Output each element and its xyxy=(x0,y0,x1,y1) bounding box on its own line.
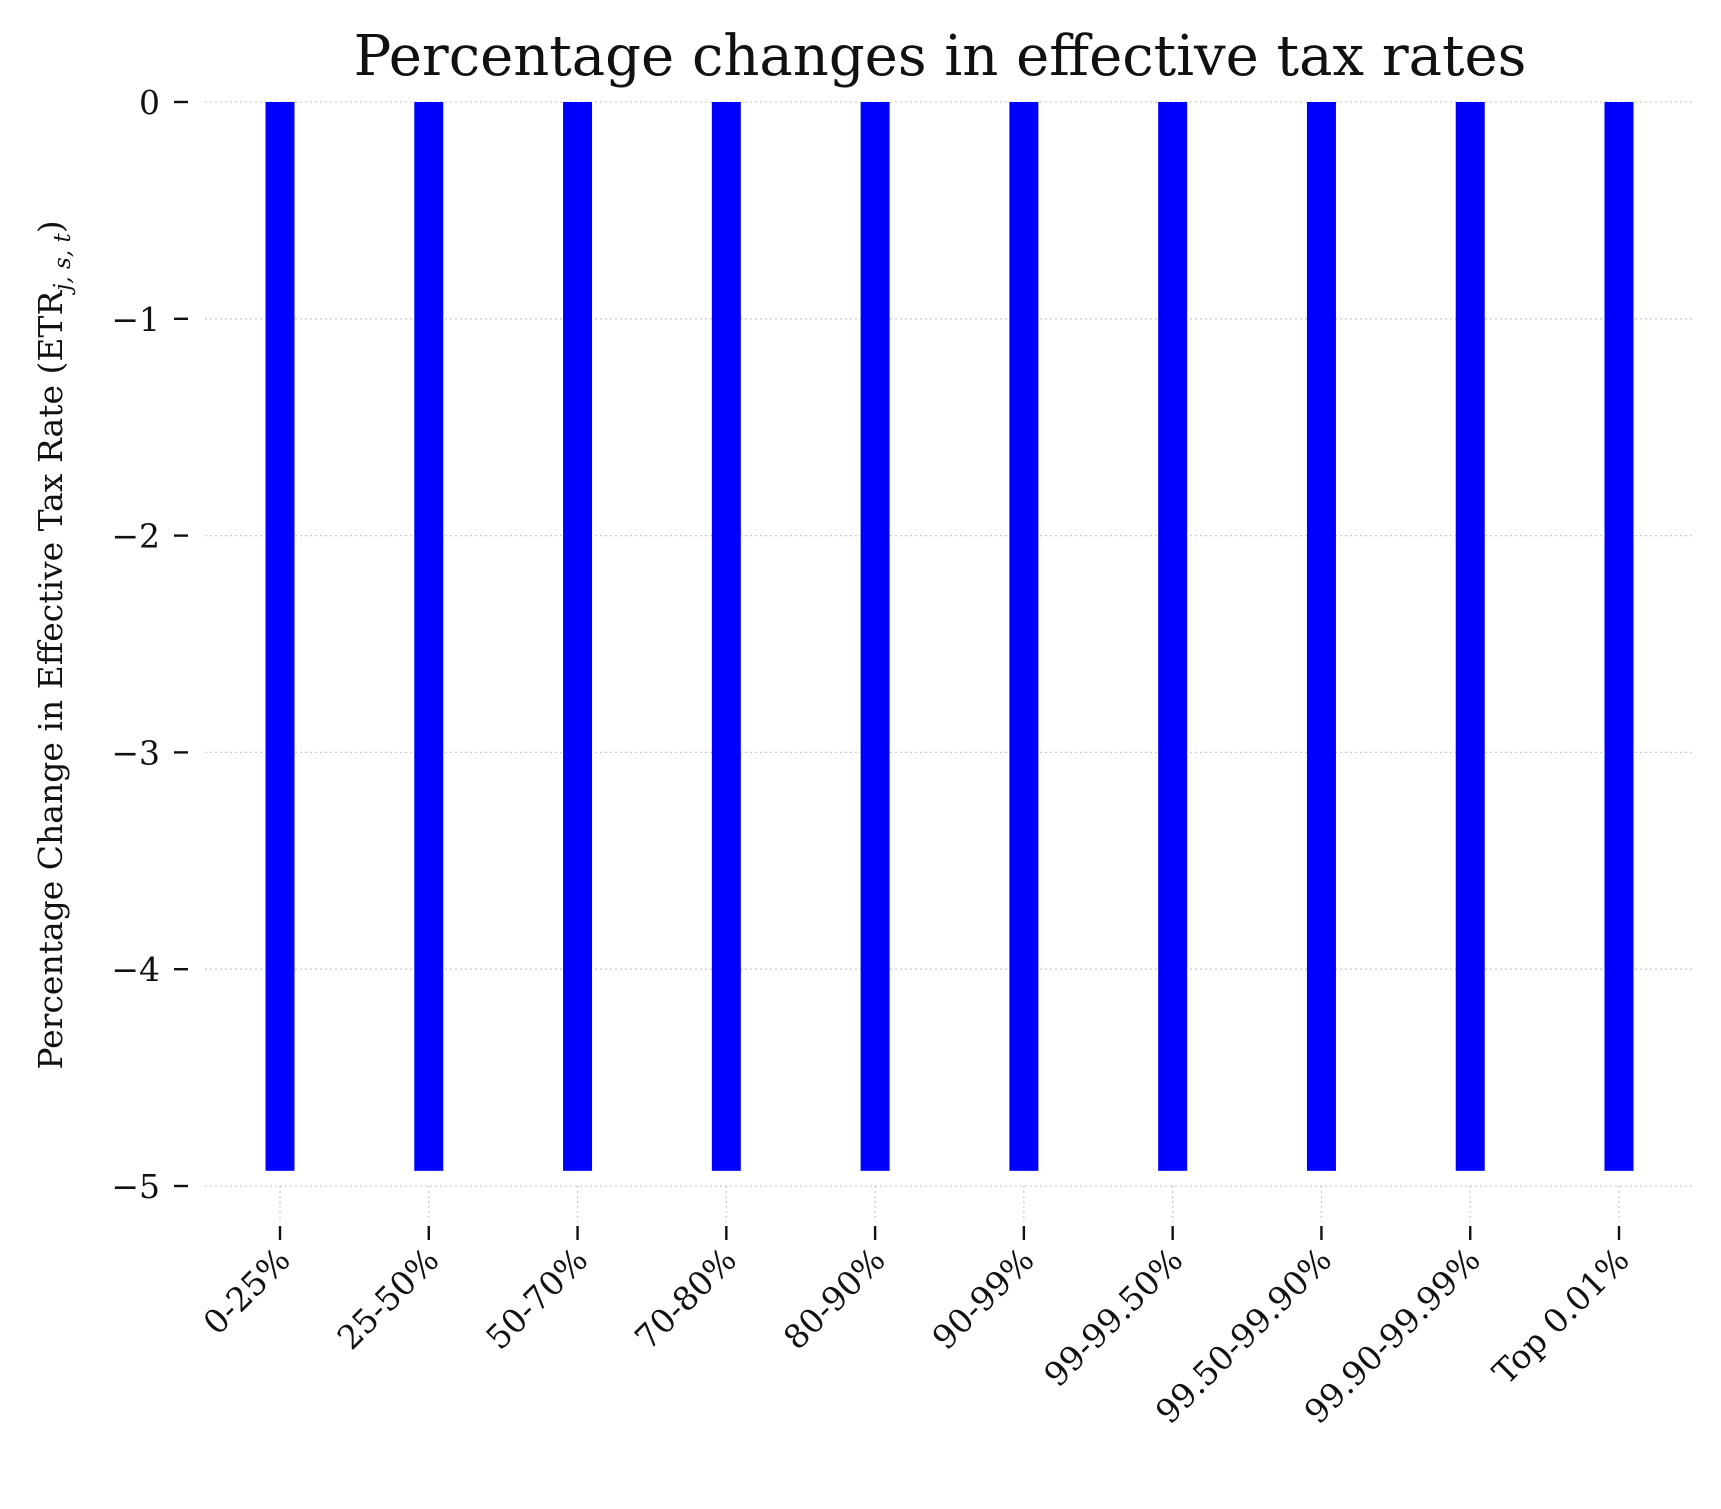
bar xyxy=(860,102,890,1171)
y-tick-label: −3 xyxy=(111,733,160,772)
y-axis: 0 −1 −2 −3 −4 −5 xyxy=(111,83,188,1206)
y-axis-label-main: Percentage Change in Effective Tax Rate … xyxy=(31,290,70,1070)
y-tick-label: −1 xyxy=(111,300,160,339)
x-tick-label: 25-50% xyxy=(329,1240,446,1357)
bar xyxy=(1009,102,1039,1171)
y-tick-label: −5 xyxy=(111,1167,160,1206)
y-axis-label-suffix: ) xyxy=(31,220,70,233)
chart-title: Percentage changes in effective tax rate… xyxy=(354,24,1527,89)
bar xyxy=(265,102,295,1171)
y-tick-label: 0 xyxy=(139,83,160,122)
x-tick-label: 80-90% xyxy=(776,1240,893,1357)
y-axis-label-subscript: j, s, t xyxy=(50,233,76,296)
y-axis-label: Percentage Change in Effective Tax Rate … xyxy=(31,220,76,1069)
y-tick-label: −4 xyxy=(111,950,160,989)
grid xyxy=(205,101,1695,1222)
x-axis: 0-25% 25-50% 50-70% 70-80% 80-90% 90-99%99-99… xyxy=(195,1226,1637,1431)
bar xyxy=(711,102,741,1171)
x-tick-label: Top 0.01% xyxy=(1485,1240,1637,1392)
x-tick-label: 99-99.50% xyxy=(1036,1240,1190,1394)
bar xyxy=(1604,102,1634,1171)
x-tick-label: 0-25% xyxy=(195,1240,297,1342)
x-tick-label: 50-70% xyxy=(478,1240,595,1357)
bar xyxy=(1306,102,1336,1171)
bar xyxy=(1455,102,1485,1171)
bar xyxy=(1158,102,1188,1171)
x-tick-label: 70-80% xyxy=(627,1240,744,1357)
bar xyxy=(414,102,444,1171)
bars xyxy=(265,102,1634,1171)
y-tick-label: −2 xyxy=(111,517,160,556)
x-tick-label: 90-99% xyxy=(925,1240,1042,1357)
bar xyxy=(563,102,593,1171)
